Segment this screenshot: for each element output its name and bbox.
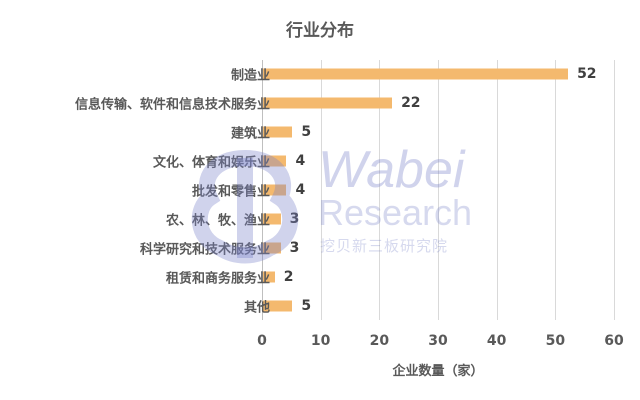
y-axis-line [262,60,263,320]
bar [263,300,293,312]
x-tick-label: 50 [545,333,566,349]
bar [263,126,293,138]
gridline [379,60,381,320]
data-label: 52 [577,66,597,83]
data-label: 3 [289,210,300,227]
gridline [555,60,557,320]
x-axis-label: 企业数量（家） [392,364,484,379]
category-label: 信息传输、软件和信息技术服务业 [74,97,270,113]
category-label: 科学研究和技术服务业 [139,242,270,258]
bar [263,242,281,254]
data-label: 2 [283,268,294,285]
x-tick-label: 60 [604,333,624,349]
x-tick-label: 30 [428,333,448,349]
bar [263,97,393,109]
category-label: 文化、体育和娱乐业 [152,155,270,171]
gridline [320,60,322,320]
bar [263,184,287,196]
data-label: 5 [301,297,312,314]
chart-title: 行业分布 [286,21,354,41]
x-tick-label: 10 [310,333,331,349]
data-label: 5 [301,124,312,141]
category-label: 建筑业 [230,126,270,142]
category-label: 批发和零售业 [191,184,270,200]
plot-area: 52 22 5 4 4 3 3 2 5 [262,60,615,320]
gridline [438,60,439,320]
data-label: 3 [289,239,300,256]
x-tick-label: 20 [369,333,390,349]
x-tick-label: 0 [257,333,267,349]
data-label: 4 [295,182,306,198]
bar [263,155,287,167]
bar [263,271,275,283]
category-label: 制造业 [230,68,270,84]
data-label: 22 [401,95,421,112]
data-label: 4 [295,153,306,170]
category-label: 租赁和商务服务业 [165,271,270,287]
category-label: 农、林、牧、渔业 [165,213,270,229]
bar [263,213,281,225]
gridline [496,60,498,320]
category-label: 其他 [243,300,270,316]
gridline [614,60,615,320]
x-tick-label: 40 [486,333,507,349]
bar [263,68,569,80]
